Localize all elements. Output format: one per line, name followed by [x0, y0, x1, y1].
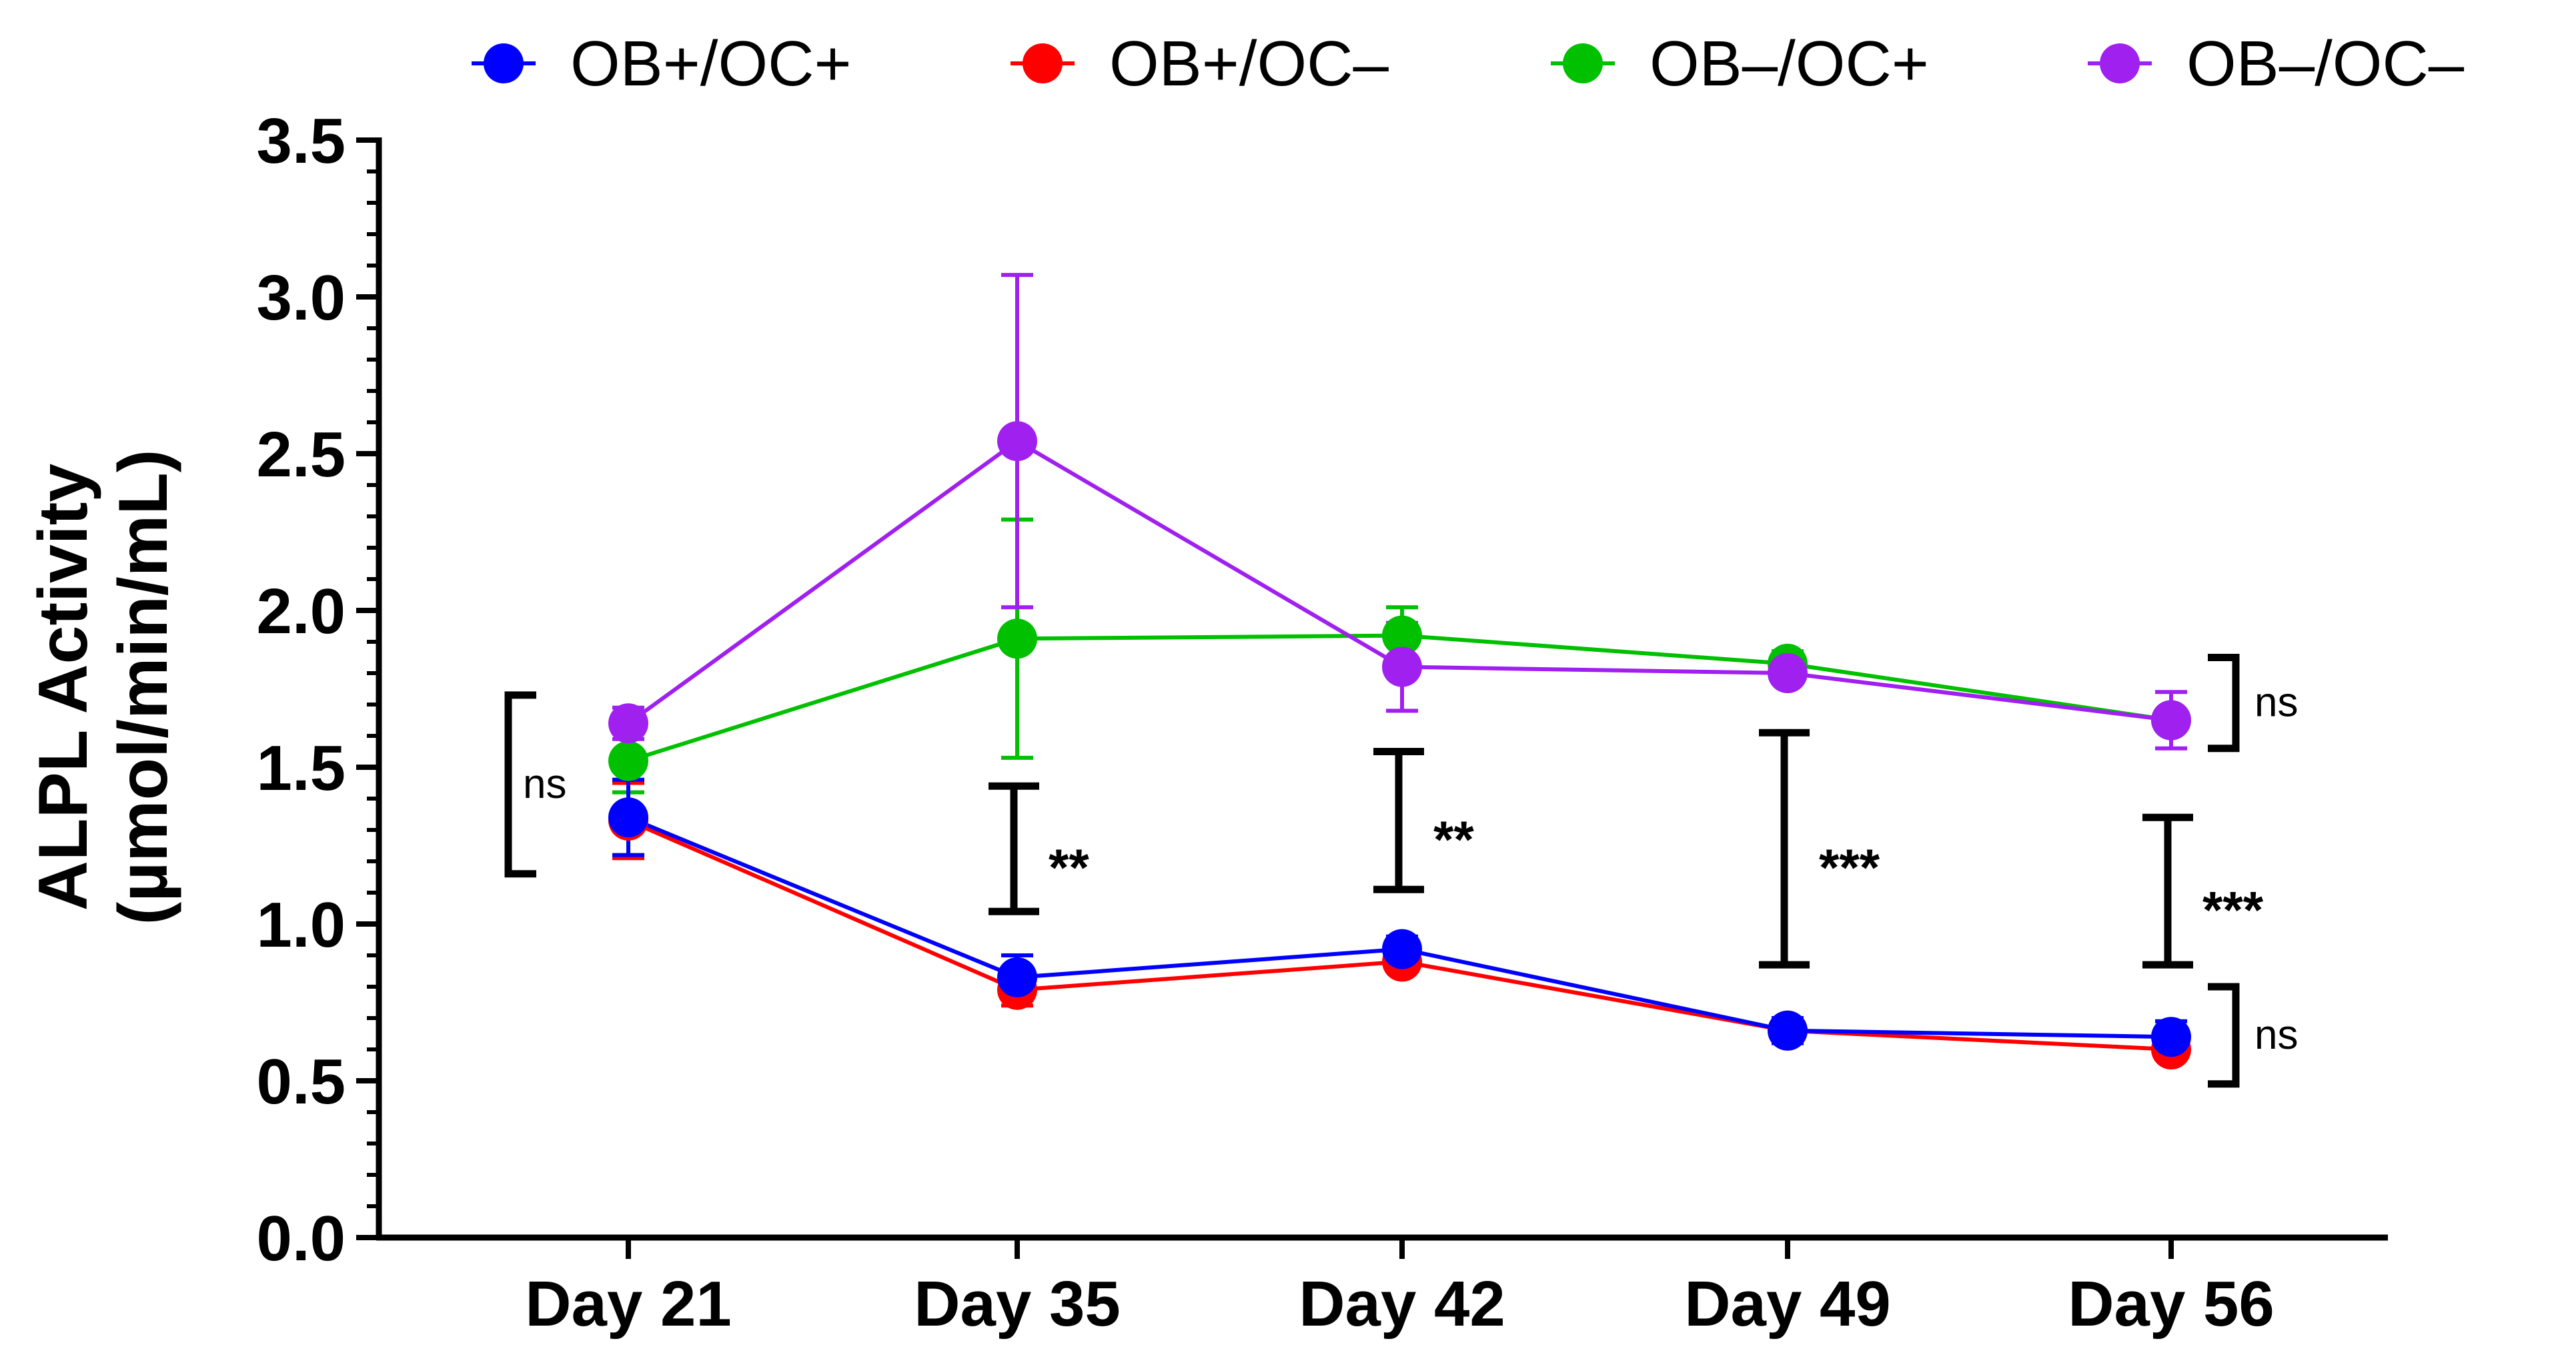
- legend-label-oboc: OB+/OC–: [1109, 28, 1389, 99]
- legend-marker-oboc: [484, 43, 524, 83]
- significance-bracket: [2208, 654, 2240, 753]
- y-tick-label: 2.5: [257, 419, 346, 490]
- legend-label-oboc: OB–/OC–: [2186, 28, 2465, 99]
- data-point-oboc: [1768, 653, 1808, 693]
- y-tick-label: 0.0: [257, 1203, 346, 1274]
- y-tick-label: 2.0: [257, 576, 346, 647]
- y-tick-label: 1.5: [257, 733, 346, 804]
- significance-label: ***: [1819, 838, 1880, 897]
- data-point-oboc: [997, 421, 1037, 462]
- y-tick-label: 3.5: [257, 105, 346, 177]
- significance-label: **: [1049, 838, 1089, 897]
- x-tick-label: Day 35: [914, 1268, 1121, 1340]
- legend-label-oboc: OB–/OC+: [1650, 28, 1929, 99]
- y-axis-title-line1: ALPL Activity: [25, 464, 102, 911]
- data-point-oboc: [608, 703, 648, 744]
- significance-label: ns: [2255, 1012, 2298, 1058]
- data-point-oboc: [1768, 1010, 1808, 1051]
- significance-label: **: [1433, 810, 1474, 869]
- y-tick-label: 0.5: [257, 1046, 346, 1117]
- x-tick-label: Day 21: [525, 1268, 732, 1340]
- data-points: [608, 421, 2191, 1069]
- data-point-oboc: [2151, 700, 2191, 741]
- legend-marker-oboc: [1563, 43, 1603, 83]
- data-point-oboc: [608, 797, 648, 838]
- data-point-oboc: [997, 957, 1037, 997]
- significance-label: ns: [2255, 680, 2298, 726]
- axes: 0.0 0.5 1.0 1.5 2.0 2.5 3.0 3.5 Day 21 Day 35 Day …: [257, 105, 2388, 1340]
- legend-marker-oboc: [2100, 43, 2140, 83]
- y-axis-title: ALPL Activity(µmol/min/mL): [25, 450, 182, 925]
- significance-bracket: [2208, 983, 2240, 1088]
- data-point-oboc: [608, 741, 648, 781]
- legend-label-oboc: OB+/OC+: [570, 28, 852, 99]
- significance-label: ns: [523, 761, 566, 807]
- y-tick-label: 1.0: [257, 889, 346, 961]
- y-axis-title-line2: (µmol/min/mL): [105, 450, 182, 925]
- significance-bracket: [504, 691, 536, 878]
- data-point-oboc: [1382, 646, 1422, 687]
- legend: OB+/OC+ OB+/OC– OB–/OC+ OB–/OC–: [472, 28, 2465, 99]
- data-point-oboc: [2151, 1017, 2191, 1057]
- x-tick-label: Day 42: [1299, 1268, 1505, 1340]
- data-point-oboc: [997, 618, 1037, 659]
- significance-label: ***: [2202, 881, 2264, 939]
- legend-marker-oboc: [1023, 43, 1063, 83]
- x-tick-label: Day 56: [2068, 1268, 2275, 1340]
- x-tick-label: Day 49: [1684, 1268, 1891, 1340]
- y-tick-label: 3.0: [257, 262, 346, 334]
- data-point-oboc: [1382, 615, 1422, 656]
- data-point-oboc: [1382, 929, 1422, 969]
